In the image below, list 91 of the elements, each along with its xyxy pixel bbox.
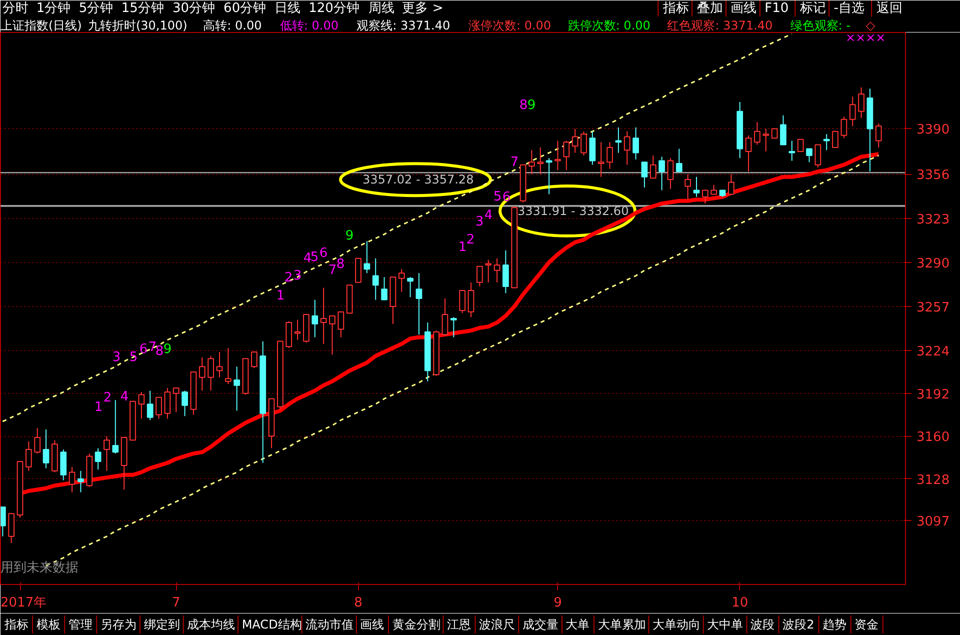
text: 标记 <box>798 1 826 16</box>
text: 成交量 <box>522 618 558 632</box>
annotation: 7 <box>328 262 337 278</box>
annotation: 9 <box>163 342 172 358</box>
text: 画线 <box>730 1 757 16</box>
annotation: 3 <box>475 214 484 230</box>
text: 指标 <box>3 618 28 632</box>
text: 大中单 <box>707 618 744 632</box>
annotation: 7 <box>510 154 519 170</box>
text: 红色观察: 3371.40 <box>667 18 773 32</box>
text: 画线 <box>360 618 384 632</box>
text: 高转: 0.00 <box>203 18 262 32</box>
annotation: 7 <box>148 340 157 356</box>
annotation: 用到未来数据 <box>0 560 78 576</box>
text: 波浪尺 <box>479 618 516 632</box>
annotation: 9 <box>527 98 536 114</box>
text: 低转: 0.00 <box>280 18 338 32</box>
text: 管理 <box>68 618 92 632</box>
text: 120分钟 <box>308 1 360 16</box>
text: 30分钟 <box>172 1 215 16</box>
y-tick-label: 3257 <box>916 300 950 316</box>
annotation: 8 <box>336 256 345 272</box>
y-tick-label: 3390 <box>916 122 950 138</box>
text: 5分钟 <box>78 1 114 16</box>
text: 绑定到 <box>144 618 180 632</box>
annotation: 4 <box>120 389 129 404</box>
text: 趋势 <box>822 618 847 632</box>
y-tick-label: 3356 <box>916 168 950 184</box>
text: 日线 <box>274 1 301 16</box>
text: 观察线: 3371.40 <box>356 18 450 32</box>
band-label: 3331.91 - 3332.60 <box>518 204 629 218</box>
annotation: 5 <box>493 189 502 204</box>
text: 流动市值 <box>306 618 354 632</box>
annotation: 1 <box>458 240 467 256</box>
band-label: 3357.02 - 3357.28 <box>362 172 474 187</box>
y-tick-label: 3290 <box>916 256 950 272</box>
text: 波段 <box>750 618 775 632</box>
text: 大单 <box>566 618 590 632</box>
text: 60分钟 <box>224 1 266 16</box>
text: MACD结构 <box>242 618 302 632</box>
annotation: 8 <box>519 98 528 114</box>
annotation: 3 <box>112 350 121 366</box>
x-tick-label: 8 <box>354 596 362 610</box>
annotation: 5 <box>310 250 319 266</box>
annotation: 3 <box>293 268 302 284</box>
chart-title: 上证指数(日线) <box>0 18 82 32</box>
x-tick-label: 9 <box>554 596 562 610</box>
text: 另存为 <box>100 618 136 632</box>
annotation: 2 <box>466 232 475 248</box>
y-tick-label: 3097 <box>916 514 950 530</box>
text: 绿色观察: - <box>790 18 850 32</box>
text: 模板 <box>36 618 60 632</box>
text: 叠加 <box>696 1 723 16</box>
text: 更多 > <box>402 1 444 16</box>
text: ◇ <box>866 18 876 32</box>
annotation: 9 <box>345 228 354 244</box>
annotation: 4 <box>484 208 493 223</box>
text: -自选 <box>834 1 864 16</box>
text: 大单动向 <box>652 618 700 632</box>
x-tick-label: 10 <box>732 596 748 610</box>
text: 九转折时(30,100) <box>88 18 188 32</box>
text: F10 <box>764 1 789 16</box>
text: 15分钟 <box>121 1 164 16</box>
annotation: 4 <box>303 251 312 266</box>
text: 指标 <box>662 1 689 16</box>
annotation: 1 <box>94 400 103 416</box>
y-tick-label: 3192 <box>916 387 950 402</box>
x-tick-label: 2017年 <box>0 596 47 610</box>
text: 成本均线 <box>187 618 236 632</box>
text: 跌停次数: 0.00 <box>568 18 650 32</box>
text: 返回 <box>876 1 902 16</box>
text: 资金 <box>854 618 879 632</box>
text: 涨停次数: 0.00 <box>468 18 552 32</box>
text: 1分钟 <box>36 1 71 16</box>
text: 黄金分割 <box>392 618 440 632</box>
y-tick-label: 3323 <box>916 212 950 228</box>
text: 波段2 <box>782 618 814 632</box>
x-tick-label: 7 <box>172 596 180 610</box>
annotation: 8 <box>155 344 164 360</box>
annotation: ×××× <box>846 30 886 44</box>
y-tick-label: 3128 <box>916 472 950 488</box>
annotation: 1 <box>276 288 285 304</box>
y-tick-label: 3224 <box>916 344 950 360</box>
y-tick-label: 3160 <box>916 430 950 446</box>
text: 周线 <box>368 1 394 16</box>
annotation: 2 <box>284 270 293 286</box>
text: 大单累加 <box>598 618 646 632</box>
annotation: 6 <box>319 246 328 262</box>
text: 江恩 <box>446 618 471 632</box>
text: 分时 <box>2 1 28 16</box>
annotation: 2 <box>103 390 112 406</box>
